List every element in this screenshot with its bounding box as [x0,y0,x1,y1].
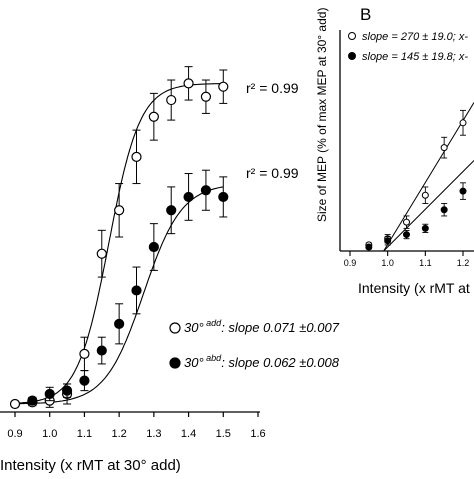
legend-label-b-1: slope = 270 ± 19.0; x- [362,31,468,43]
legend-label-b-2: slope = 145 ± 19.8; x- [362,51,468,63]
data-point [166,205,177,216]
x-tick-label: 1.4 [181,428,196,440]
x-tick-label: 1.2 [111,428,126,440]
x-tick-label: 0.9 [7,428,22,440]
data-point [218,81,229,92]
data-point [44,388,55,400]
x-tick-label: 1.6 [250,428,265,440]
data-point [27,395,38,406]
legend-label-1: 30° add: slope 0.071 ±0.007 [184,318,340,335]
data-point [131,151,142,162]
data-point-b [421,191,429,199]
data-point [200,91,212,102]
x-tick-label: 1.3 [146,428,161,440]
legend-marker-2 [169,357,181,369]
data-point [183,78,194,89]
data-point-b [421,224,429,232]
data-point [9,398,21,410]
regression-line-1 [383,102,474,252]
x-tick-label-b: 1.0 [381,258,394,268]
data-point [79,348,90,359]
legend-marker-b-2 [348,52,356,60]
x-tick-label-b: 0.9 [344,258,357,268]
r2-label-1: r² = 0.99 [246,80,299,96]
data-point-b [459,119,467,127]
x-tick-label: 1.0 [42,428,57,440]
data-point [96,248,107,259]
data-point [200,185,212,196]
data-point-b [384,237,392,245]
data-point-b [365,243,373,251]
data-point-b [403,218,410,226]
legend-label-2: 30° abd: slope 0.062 ±0.008 [184,353,340,370]
data-point [166,94,177,106]
panel-a: 0.9 1.0 1.1 1.2 1.3 1.4 1.5 1.6 Intensity (x rMT… [0,66,340,474]
regression-line-2 [383,160,474,252]
legend-marker-b-1 [348,32,356,40]
panel-b: B 0.9 1.0 1.1 1.2 Intensity (x rMT at Size of … [302,0,474,300]
data-point [114,318,125,329]
legend-marker-1 [169,322,181,334]
data-point [148,241,159,253]
y-axis-label-b: Size of MEP (% of max MEP at 30° add) [315,8,329,222]
data-point [114,205,125,216]
data-point [218,191,229,203]
x-axis-label: Intensity (x rMT at 30° add) [0,457,181,474]
data-point-b [459,187,467,195]
x-tick-label-b: 1.2 [457,258,470,268]
data-point [79,375,90,386]
x-axis-label-b: Intensity (x rMT at [358,280,470,296]
x-tick-label: 1.1 [77,428,92,440]
data-point-b [403,231,410,239]
x-tick-label: 1.5 [216,428,231,440]
data-point [148,111,159,122]
panel-label-b: B [360,5,371,24]
data-point-b [440,206,448,214]
x-tick-label-b: 1.1 [419,258,432,268]
data-point [183,191,194,203]
data-point [131,285,142,296]
data-point [61,385,73,396]
r2-label-2: r² = 0.99 [246,165,299,181]
data-point [96,345,107,356]
data-point-b [440,144,448,152]
